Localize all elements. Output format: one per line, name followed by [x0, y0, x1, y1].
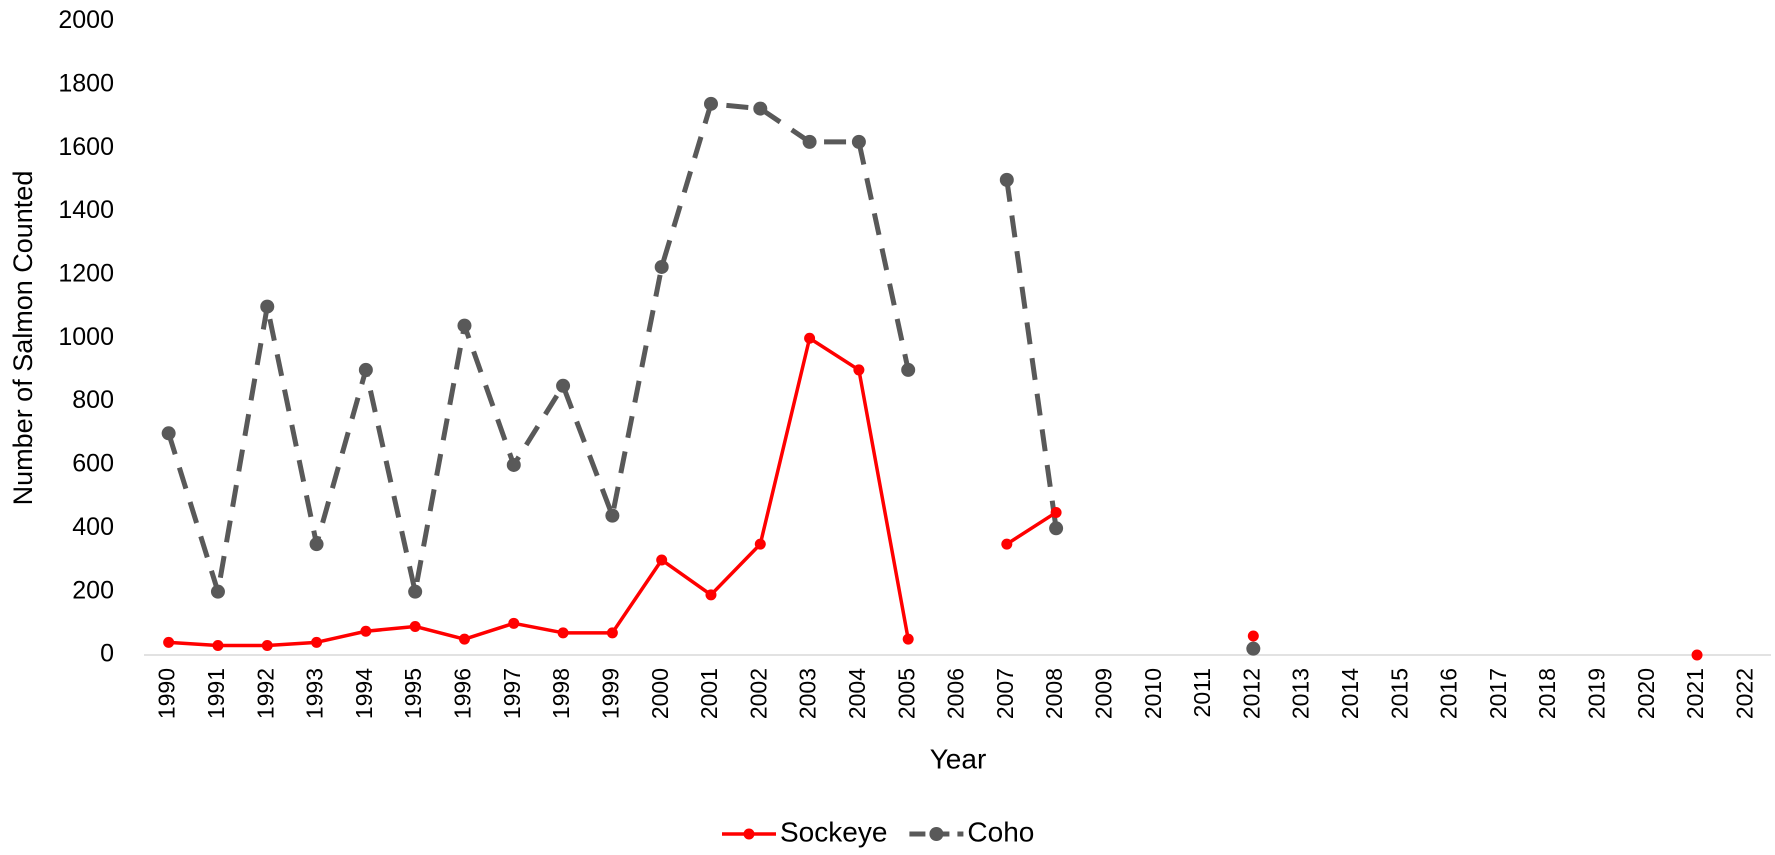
point: [802, 134, 817, 149]
legend-marker: [929, 827, 944, 841]
y-tick-label: 800: [72, 386, 114, 414]
point: [161, 426, 176, 441]
point: [902, 633, 914, 645]
x-tick-label: 1998: [548, 668, 574, 719]
x-tick-label: 2018: [1534, 668, 1560, 719]
x-tick-label: 2001: [696, 668, 722, 719]
x-tick-label: 2003: [795, 668, 821, 719]
x-tick-label: 1990: [154, 668, 180, 719]
y-tick-label: 2000: [58, 6, 114, 34]
point: [311, 636, 323, 648]
x-tick-label: 2002: [745, 668, 771, 719]
point: [358, 362, 373, 377]
point: [754, 538, 766, 550]
y-tick-label: 1600: [58, 133, 114, 161]
y-axis-title: Number of Salmon Counted: [8, 171, 38, 506]
x-tick-label: 2011: [1189, 668, 1215, 717]
x-tick-label: 2007: [992, 668, 1018, 719]
x-axis-title: Year: [930, 743, 987, 774]
point: [557, 627, 569, 639]
x-tick-label: 2013: [1288, 668, 1314, 719]
x-tick-label: 1997: [499, 668, 525, 719]
point: [360, 625, 372, 637]
x-tick-label: 1991: [203, 668, 229, 719]
point: [804, 332, 816, 344]
point: [408, 584, 423, 599]
x-tick-label: 1995: [400, 668, 426, 719]
point: [457, 318, 472, 333]
point: [853, 364, 865, 376]
x-tick-label: 2019: [1584, 668, 1610, 719]
x-tick-label: 2006: [943, 668, 969, 719]
legend: Sockeye Coho: [722, 816, 1034, 847]
x-tick-label: 1993: [302, 668, 328, 719]
y-tick-label: 400: [72, 513, 114, 541]
point: [506, 457, 521, 472]
point: [1246, 641, 1261, 656]
point: [1049, 521, 1064, 536]
x-tick-label: 1994: [351, 668, 377, 719]
legend-marker: [743, 828, 755, 840]
point: [656, 554, 668, 566]
y-tick-label: 1200: [58, 260, 114, 288]
point: [703, 96, 718, 111]
point: [753, 101, 768, 116]
legend-label: Sockeye: [780, 816, 887, 847]
series-line: [169, 104, 1254, 649]
point: [260, 299, 275, 314]
point: [261, 639, 273, 651]
legend-label: Coho: [967, 816, 1034, 847]
point: [163, 636, 175, 648]
point: [999, 172, 1014, 187]
x-tick-label: 1996: [450, 668, 476, 719]
x-tick-label: 2000: [647, 668, 673, 719]
point: [901, 362, 916, 377]
point: [606, 627, 618, 639]
x-tick-label: 2017: [1485, 668, 1511, 719]
point: [1247, 630, 1259, 642]
point: [851, 134, 866, 149]
y-tick-label: 1400: [58, 196, 114, 224]
x-tick-label: 2004: [844, 668, 870, 719]
y-tick-label: 0: [100, 640, 114, 668]
x-tick-label: 2005: [893, 668, 919, 719]
x-tick-label: 2008: [1041, 668, 1067, 719]
point: [1001, 538, 1013, 550]
series-line: [169, 338, 1697, 655]
x-tick-label: 2015: [1386, 668, 1412, 719]
x-tick-label: 1992: [252, 668, 278, 719]
point: [1691, 649, 1703, 661]
point: [210, 584, 225, 599]
point: [556, 378, 571, 393]
x-tick-label: 2022: [1731, 668, 1757, 719]
point: [409, 620, 421, 632]
y-tick-label: 200: [72, 576, 114, 604]
point: [309, 537, 324, 552]
x-tick-label: 2021: [1682, 668, 1708, 719]
point: [458, 633, 470, 645]
x-tick-label: 2016: [1436, 668, 1462, 719]
y-tick-label: 1000: [58, 323, 114, 351]
point: [212, 639, 224, 651]
point: [1050, 506, 1062, 518]
point: [508, 617, 520, 629]
y-tick-label: 1800: [58, 69, 114, 97]
x-tick-label: 2010: [1140, 668, 1166, 719]
point: [705, 589, 717, 601]
y-tick-label: 600: [72, 450, 114, 478]
x-tick-label: 2020: [1633, 668, 1659, 719]
point: [654, 259, 669, 274]
x-tick-label: 2009: [1090, 668, 1116, 719]
point: [605, 508, 620, 523]
x-tick-label: 2014: [1337, 668, 1363, 719]
x-tick-label: 2012: [1238, 668, 1264, 719]
x-tick-label: 1999: [597, 668, 623, 719]
